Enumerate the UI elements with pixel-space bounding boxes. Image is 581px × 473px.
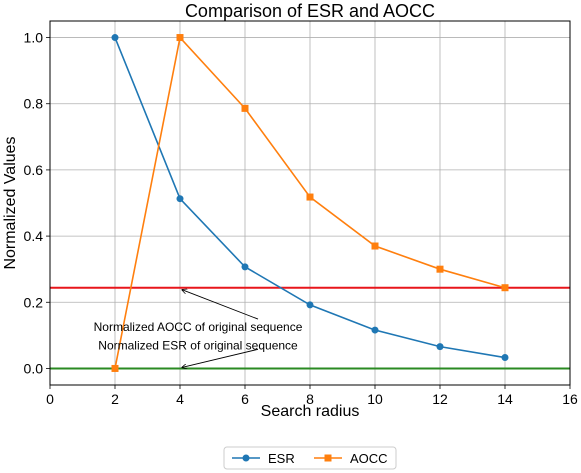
data-point-aocc <box>306 193 314 201</box>
legend-item-esr: ESR <box>232 451 295 466</box>
x-tick-label: 2 <box>111 391 119 407</box>
y-axis-label: Normalized Values <box>2 136 19 269</box>
series-layer <box>111 34 509 372</box>
x-tick-label: 0 <box>46 391 54 407</box>
x-tick-label: 10 <box>367 391 383 407</box>
reference-lines <box>50 286 570 370</box>
grid <box>49 21 571 385</box>
data-point-aocc <box>111 364 119 372</box>
x-axis-ticks: 0 2 4 6 8 10 12 14 16 <box>46 385 578 407</box>
annotation-text: Normalized AOCC of original sequence <box>94 320 303 334</box>
data-point-esr <box>501 354 509 362</box>
x-tick-label: 12 <box>432 391 448 407</box>
x-tick-label: 6 <box>241 391 249 407</box>
x-tick-label: 16 <box>562 391 578 407</box>
series-esr <box>111 34 509 362</box>
data-point-aocc <box>371 242 379 250</box>
chart-title: Comparison of ESR and AOCC <box>185 1 435 21</box>
data-point-esr <box>371 326 379 334</box>
annotation-arrow <box>182 348 259 367</box>
y-tick-label: 0.2 <box>24 294 44 310</box>
data-point-aocc <box>241 104 249 112</box>
annotation-text: Normalized ESR of original sequence <box>98 338 298 352</box>
y-tick-label: 1.0 <box>24 30 44 46</box>
annotation-arrow <box>182 290 259 320</box>
x-tick-label: 4 <box>176 391 184 407</box>
data-point-esr <box>306 301 314 309</box>
data-point-esr <box>436 343 444 351</box>
series-aocc <box>111 34 509 372</box>
legend-marker <box>324 454 332 462</box>
legend-label: ESR <box>268 451 295 466</box>
y-tick-label: 0.8 <box>24 96 44 112</box>
data-point-esr <box>241 263 249 271</box>
data-point-aocc <box>176 34 184 42</box>
y-tick-label: 0.4 <box>24 228 44 244</box>
y-tick-label: 0.6 <box>24 162 44 178</box>
legend-box <box>223 446 397 470</box>
data-point-esr <box>111 34 119 42</box>
x-axis-label: Search radius <box>261 403 360 420</box>
y-tick-label: 0.0 <box>24 360 44 376</box>
legend-label: AOCC <box>350 451 388 466</box>
legend-item-aocc: AOCC <box>314 451 388 466</box>
annotations: Normalized AOCC of original sequence Norm… <box>94 290 303 368</box>
data-point-esr <box>176 195 184 203</box>
y-axis-ticks: 0.0 0.2 0.4 0.6 0.8 1.0 <box>24 30 50 376</box>
legend: ESR AOCC <box>223 446 397 470</box>
legend-marker <box>242 454 250 462</box>
data-point-aocc <box>501 284 509 292</box>
x-tick-label: 14 <box>497 391 513 407</box>
x-tick-label: 8 <box>306 391 314 407</box>
data-point-aocc <box>436 265 444 273</box>
